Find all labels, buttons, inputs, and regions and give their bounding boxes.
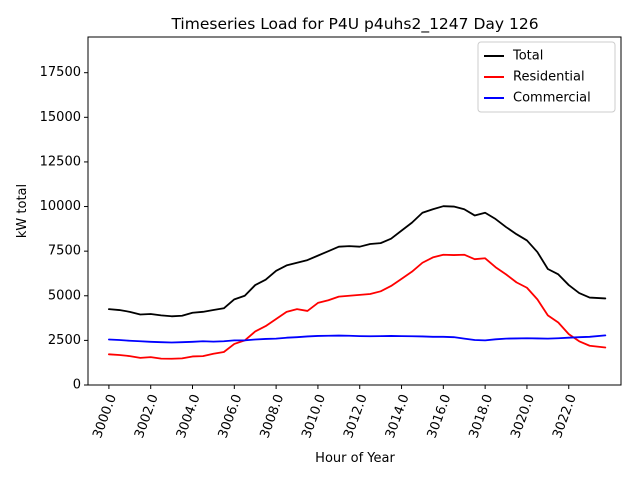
legend-items: Total Residential Commercial — [484, 49, 591, 106]
legend: Total Residential Commercial — [477, 41, 616, 113]
y-tick-label: 0 — [73, 378, 81, 393]
y-tick-label: 17500 — [40, 65, 81, 80]
y-tick-label: 10000 — [40, 199, 81, 214]
legend-label-residential: Residential — [513, 70, 585, 85]
y-axis: 0 2500 5000 7500 10000 12500 15000 17500 — [40, 65, 88, 393]
y-tick-label: 15000 — [40, 110, 81, 125]
series-line-commercial — [108, 334, 607, 344]
series-line-total — [108, 205, 607, 318]
legend-label-commercial: Commercial — [513, 91, 591, 106]
y-tick-label: 2500 — [48, 333, 81, 348]
plot-frame — [87, 36, 622, 386]
legend-frame — [477, 41, 616, 113]
y-axis-label: kW total — [15, 184, 30, 238]
plot-area — [87, 36, 622, 386]
legend-label-total: Total — [512, 49, 543, 64]
series-lines — [108, 205, 607, 360]
y-tick-label: 5000 — [48, 288, 81, 303]
series-line-residential — [108, 253, 607, 360]
chart-title: Timeseries Load for P4U p4uhs2_1247 Day … — [170, 15, 538, 34]
y-tick-label: 7500 — [48, 244, 81, 259]
y-tick-label: 12500 — [40, 154, 81, 169]
x-axis-label: Hour of Year — [315, 451, 395, 466]
